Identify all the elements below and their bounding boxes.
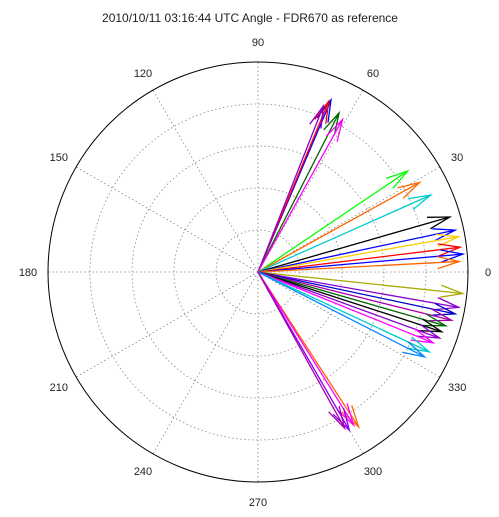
chart-title: 2010/10/11 03:16:44 UTC Angle - FDR670 a… <box>102 11 398 25</box>
arrow <box>257 103 325 273</box>
arrow-shaft <box>257 194 431 273</box>
angle-tick-label: 120 <box>134 68 152 80</box>
arrow <box>257 194 433 273</box>
arrow-head <box>314 98 330 124</box>
arrow-shaft <box>257 271 442 333</box>
arrow <box>257 110 341 273</box>
arrow <box>257 233 462 273</box>
angle-tick-label: 270 <box>249 497 267 509</box>
arrow-shaft <box>257 181 420 273</box>
angle-tick-label: 300 <box>364 466 382 478</box>
arrow <box>257 216 453 273</box>
arrow-shaft <box>257 271 346 429</box>
arrow-head <box>385 169 410 189</box>
arrow <box>257 271 466 298</box>
arrow <box>257 181 422 273</box>
arrow <box>257 271 432 353</box>
arrow <box>257 271 462 311</box>
arrow-shaft <box>257 235 459 273</box>
arrow-head <box>410 328 436 344</box>
arrow-head <box>309 103 325 129</box>
arrow-head <box>341 405 360 430</box>
angle-tick-label: 180 <box>19 267 37 279</box>
arrow-shaft <box>257 253 464 273</box>
arrow-shaft <box>257 271 425 358</box>
arrow-shaft <box>257 229 456 273</box>
arrow <box>257 271 356 428</box>
arrow-head <box>408 194 433 211</box>
arrow-head <box>397 181 422 199</box>
arrow-head <box>432 302 458 316</box>
arrow-shaft <box>257 271 440 339</box>
arrow-shaft <box>257 271 446 327</box>
arrow-head <box>323 110 341 136</box>
arrow-head <box>422 313 449 327</box>
arrow-shaft <box>257 119 344 273</box>
arrow <box>257 271 458 316</box>
arrow <box>257 271 445 333</box>
arrow-head <box>426 216 453 230</box>
arrow-shaft <box>257 170 409 273</box>
arrow-shaft <box>257 112 340 273</box>
arrow <box>257 228 458 273</box>
arrow-shaft <box>257 260 460 273</box>
angle-tick-label: 150 <box>50 152 68 164</box>
angle-tick-labels: 0 30 60 90 120 150 180 210 240 270 300 330 <box>19 37 491 509</box>
grid-spoke <box>257 271 441 378</box>
arrow-head <box>332 408 351 433</box>
grid-spoke <box>152 271 259 455</box>
arrow <box>257 271 436 344</box>
arrow-shaft <box>257 271 434 344</box>
arrow-head <box>406 336 432 353</box>
arrow-head <box>435 297 462 311</box>
arrow-shaft <box>257 271 355 426</box>
arrow-shaft <box>257 216 450 273</box>
angle-tick-label: 0 <box>485 267 491 279</box>
grid-spoke <box>152 89 259 273</box>
arrow-series <box>257 97 466 433</box>
arrow-shaft <box>257 271 452 321</box>
arrow <box>257 243 463 273</box>
arrow-head <box>328 405 346 431</box>
arrow-head <box>326 117 344 142</box>
grid-ring <box>215 229 301 315</box>
angle-tick-label: 30 <box>451 152 463 164</box>
arrow <box>257 271 346 431</box>
arrow-head <box>336 403 356 428</box>
arrow <box>257 271 427 358</box>
angle-tick-label: 90 <box>252 37 264 49</box>
arrow-shaft <box>257 105 325 273</box>
arrow <box>257 169 410 273</box>
grid-spoke <box>75 271 259 378</box>
grid-ring <box>131 145 385 399</box>
grid-spoke <box>257 166 441 273</box>
angle-tick-label: 330 <box>448 382 466 394</box>
arrow <box>257 255 462 273</box>
arrow-head <box>418 318 445 333</box>
arrow-shaft <box>257 271 459 309</box>
angle-tick-label: 210 <box>50 382 68 394</box>
arrow <box>257 271 449 327</box>
arrow-shaft <box>257 271 463 295</box>
arrow-head <box>437 243 463 257</box>
arrow <box>257 271 454 322</box>
grid-spoke <box>257 89 364 273</box>
arrow-shaft <box>257 271 430 353</box>
arrow <box>257 117 344 273</box>
arrow-head <box>436 255 462 270</box>
angle-tick-label: 60 <box>367 68 379 80</box>
arrow-head <box>440 284 466 298</box>
angle-tick-label: 240 <box>134 466 152 478</box>
arrow-shaft <box>257 246 461 273</box>
arrow-head <box>402 341 427 358</box>
arrow-head <box>435 233 462 247</box>
arrow-head <box>432 228 458 242</box>
arrow-shaft <box>257 271 456 315</box>
grid-spoke <box>75 166 259 273</box>
outer-circle <box>47 61 469 483</box>
